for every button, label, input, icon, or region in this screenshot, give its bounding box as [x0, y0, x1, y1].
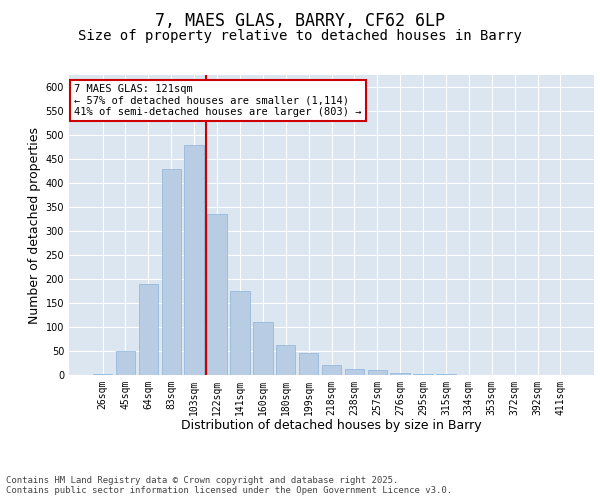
- Bar: [253, 322, 272, 375]
- Bar: [208, 214, 227, 375]
- Bar: [413, 374, 433, 375]
- Text: Size of property relative to detached houses in Barry: Size of property relative to detached ho…: [78, 29, 522, 43]
- X-axis label: Distribution of detached houses by size in Barry: Distribution of detached houses by size …: [181, 420, 482, 432]
- Bar: [344, 369, 364, 375]
- Bar: [230, 291, 250, 375]
- Bar: [299, 354, 319, 375]
- Bar: [184, 144, 204, 375]
- Text: 7 MAES GLAS: 121sqm
← 57% of detached houses are smaller (1,114)
41% of semi-det: 7 MAES GLAS: 121sqm ← 57% of detached ho…: [74, 84, 362, 117]
- Bar: [93, 374, 112, 375]
- Bar: [391, 372, 410, 375]
- Bar: [161, 168, 181, 375]
- Bar: [276, 345, 295, 375]
- Bar: [139, 284, 158, 375]
- Bar: [368, 370, 387, 375]
- Text: Contains HM Land Registry data © Crown copyright and database right 2025.
Contai: Contains HM Land Registry data © Crown c…: [6, 476, 452, 495]
- Bar: [322, 366, 341, 375]
- Bar: [436, 374, 455, 375]
- Y-axis label: Number of detached properties: Number of detached properties: [28, 126, 41, 324]
- Text: 7, MAES GLAS, BARRY, CF62 6LP: 7, MAES GLAS, BARRY, CF62 6LP: [155, 12, 445, 30]
- Bar: [116, 351, 135, 375]
